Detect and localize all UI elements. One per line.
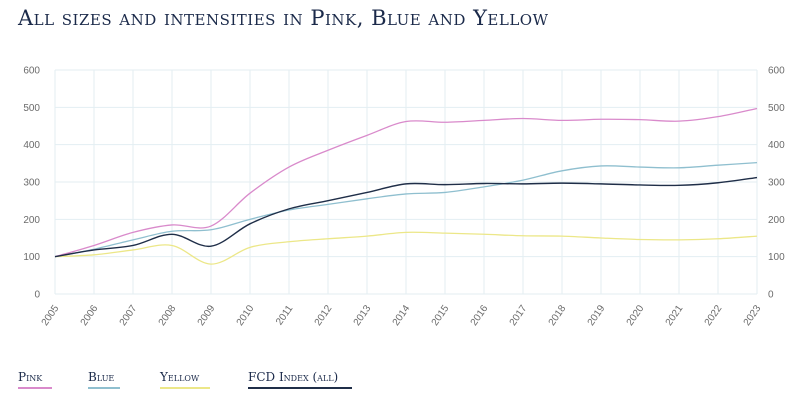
legend-label: Blue [88,370,115,384]
y-axis-left: 0 100 200 300 400 500 600 [23,66,40,301]
y-tick-label-right: 0 [768,290,774,301]
x-tick-label: 2010 [235,303,257,328]
y-tick-label-right: 600 [768,66,785,77]
y-tick-label-left: 600 [23,66,40,77]
x-tick-label: 2013 [352,303,374,328]
x-tick-label: 2014 [391,303,413,328]
y-tick-label-right: 200 [768,215,785,226]
y-axis-right: 0 100 200 300 400 500 600 [768,66,785,301]
x-tick-label: 2005 [40,303,62,328]
x-axis: 2005 2006 2007 2008 2009 2010 2011 2012 2013 2014… [40,303,764,328]
y-tick-label-left: 500 [23,103,40,114]
legend-label: Yellow [160,370,200,384]
legend-label: FCD Index (all) [248,370,339,384]
x-tick-label: 2020 [625,303,647,328]
series-lines [54,107,758,265]
series-line-blue [54,161,758,258]
x-tick-label: 2012 [313,303,335,328]
y-tick-label-right: 400 [768,140,785,151]
x-tick-label: 2016 [469,303,491,328]
y-tick-label-right: 500 [768,103,785,114]
legend-swatch [248,387,352,389]
x-tick-label: 2011 [274,303,296,327]
x-tick-label: 2015 [430,303,452,328]
legend: Pink Blue Yellow FCD Index (all) [0,370,800,400]
y-tick-label-left: 0 [34,290,40,301]
x-tick-label: 2008 [157,303,179,328]
y-tick-label-right: 100 [768,252,785,263]
x-tick-label: 2021 [664,303,686,328]
x-tick-label: 2006 [79,303,101,328]
legend-item-yellow[interactable]: Yellow [160,370,210,389]
x-tick-label: 2017 [508,303,530,328]
x-tick-label: 2007 [118,303,140,328]
y-tick-label-left: 200 [23,215,40,226]
x-tick-label: 2009 [196,303,218,328]
legend-item-blue[interactable]: Blue [88,370,120,389]
legend-label: Pink [18,370,43,384]
legend-item-pink[interactable]: Pink [18,370,52,389]
x-tick-label: 2018 [547,303,569,328]
series-line-pink [54,107,758,258]
series-line-fcd-index-all [54,176,758,258]
legend-swatch [160,387,210,389]
legend-item-fcd-index-all[interactable]: FCD Index (all) [248,370,352,389]
chart-title: All sizes and intensities in Pink, Blue … [18,6,549,30]
y-tick-label-right: 300 [768,178,785,189]
x-tick-label: 2022 [703,303,725,328]
legend-swatch [88,387,120,389]
x-tick-label: 2019 [586,303,608,328]
series-line-yellow [54,231,758,265]
y-tick-label-left: 300 [23,178,40,189]
grid [54,69,758,295]
y-tick-label-left: 400 [23,140,40,151]
legend-swatch [18,387,52,389]
x-tick-label: 2023 [742,303,764,328]
y-tick-label-left: 100 [23,252,40,263]
